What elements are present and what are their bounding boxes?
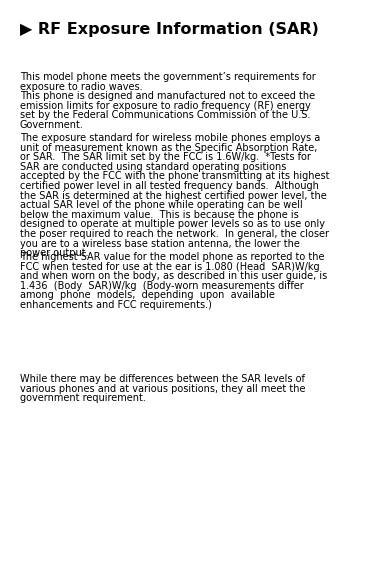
Text: SAR are conducted using standard operating positions: SAR are conducted using standard operati…	[20, 162, 287, 172]
Text: The exposure standard for wireless mobile phones employs a: The exposure standard for wireless mobil…	[20, 133, 320, 143]
Text: government requirement.: government requirement.	[20, 393, 146, 403]
Text: set by the Federal Communications Commission of the U.S.: set by the Federal Communications Commis…	[20, 111, 310, 121]
Text: This phone is designed and manufactured not to exceed the: This phone is designed and manufactured …	[20, 91, 315, 101]
Text: or SAR.  The SAR limit set by the FCC is 1.6W/kg.  *Tests for: or SAR. The SAR limit set by the FCC is …	[20, 152, 311, 162]
Text: designed to operate at multiple power levels so as to use only: designed to operate at multiple power le…	[20, 219, 325, 229]
Text: power output.: power output.	[20, 248, 88, 258]
Text: enhancements and FCC requirements.): enhancements and FCC requirements.)	[20, 300, 212, 310]
Text: the poser required to reach the network.  In general, the closer: the poser required to reach the network.…	[20, 229, 329, 239]
Text: various phones and at various positions, they all meet the: various phones and at various positions,…	[20, 384, 305, 394]
Text: and when worn on the body, as described in this user guide, is: and when worn on the body, as described …	[20, 271, 327, 281]
Text: among  phone  models,  depending  upon  available: among phone models, depending upon avail…	[20, 291, 275, 300]
Text: you are to a wireless base station antenna, the lower the: you are to a wireless base station anten…	[20, 238, 300, 249]
Text: This model phone meets the government’s requirements for: This model phone meets the government’s …	[20, 72, 316, 82]
Text: FCC when tested for use at the ear is 1.080 (Head  SAR)W/kg: FCC when tested for use at the ear is 1.…	[20, 261, 320, 272]
Text: the SAR is determined at the highest certified power level, the: the SAR is determined at the highest cer…	[20, 191, 327, 201]
Text: unit of measurement known as the Specific Absorption Rate,: unit of measurement known as the Specifi…	[20, 142, 318, 153]
Text: Government.: Government.	[20, 120, 84, 130]
Text: 1.436  (Body  SAR)W/kg  (Body-worn measurements differ: 1.436 (Body SAR)W/kg (Body-worn measurem…	[20, 281, 304, 291]
Text: below the maximum value.  This is because the phone is: below the maximum value. This is because…	[20, 210, 299, 220]
Text: accepted by the FCC with the phone transmitting at its highest: accepted by the FCC with the phone trans…	[20, 172, 330, 181]
Text: While there may be differences between the SAR levels of: While there may be differences between t…	[20, 374, 305, 384]
Text: actual SAR level of the phone while operating can be well: actual SAR level of the phone while oper…	[20, 200, 303, 210]
Text: The highest SAR value for the model phone as reported to the: The highest SAR value for the model phon…	[20, 252, 324, 262]
Text: certified power level in all tested frequency bands.  Although: certified power level in all tested freq…	[20, 181, 319, 191]
Text: ▶ RF Exposure Information (SAR): ▶ RF Exposure Information (SAR)	[20, 22, 319, 37]
Text: exposure to radio waves.: exposure to radio waves.	[20, 81, 143, 91]
Text: emission limits for exposure to radio frequency (RF) energy: emission limits for exposure to radio fr…	[20, 101, 311, 111]
